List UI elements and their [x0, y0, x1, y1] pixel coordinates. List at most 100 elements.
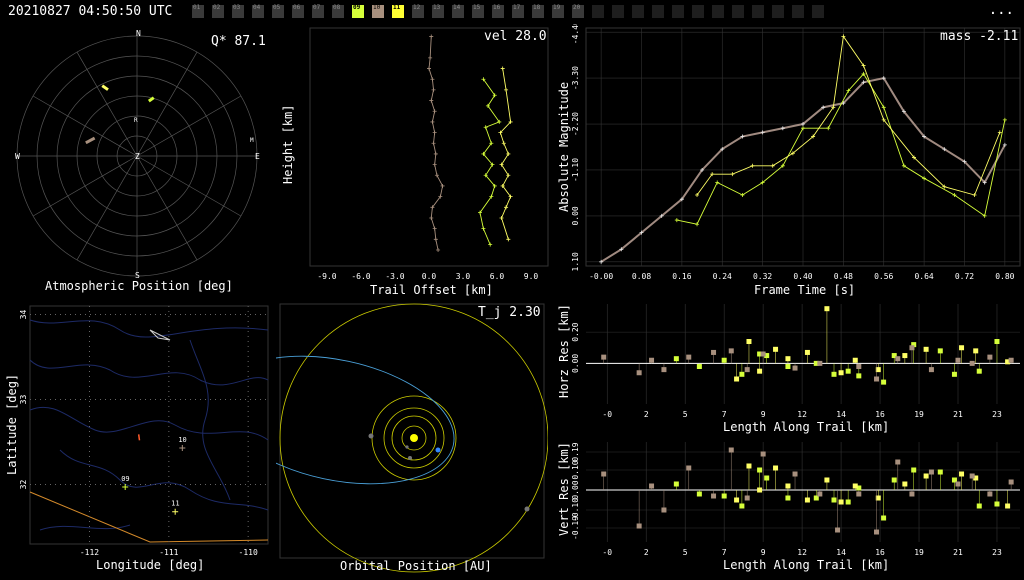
station-toggle-slot-29[interactable] — [752, 5, 764, 18]
station-toggle-10[interactable]: 10 — [372, 4, 384, 18]
trail-ground-track — [137, 434, 141, 441]
data-point — [429, 34, 434, 39]
magnitude-chart[interactable]: -0.00 0.08 0.16 0.24 0.32 0.40 0.48 0.56 0.64 0.7… — [552, 20, 1024, 300]
data-point — [982, 180, 987, 185]
station-toggle-01[interactable]: 01 — [192, 4, 204, 18]
timestamp: 20210827 04:50:50 UTC — [8, 4, 173, 19]
more-menu-button[interactable]: ... — [988, 2, 1014, 18]
vert-res-chart[interactable]: -0 2 5 7 9 12 14 16 19 21 23 0.190.100.00-0.10-0.19… — [548, 438, 1024, 576]
data-point — [969, 473, 975, 479]
station-toggle-09[interactable]: 09 — [352, 4, 364, 18]
data-point — [440, 183, 445, 188]
station-toggle-06[interactable]: 06 — [292, 4, 304, 18]
trail-offset-chart[interactable]: -9.0 -6.0 -3.0 0.0 3.0 6.0 9.0 vel 28.0 Trail … — [280, 24, 552, 300]
station-toggle-16[interactable]: 16 — [492, 4, 504, 18]
x-tick-label: 0.0 — [422, 272, 437, 281]
data-point — [508, 194, 513, 199]
atmospheric-chart[interactable]: Q* 87.1 N E S W Z R M Atmospheric Positi… — [0, 24, 280, 300]
station-toggle-03[interactable]: 03 — [232, 4, 244, 18]
data-point — [804, 497, 810, 503]
station-toggle-slot-31[interactable] — [792, 5, 804, 18]
y-axis-label: Height [km] — [281, 105, 295, 184]
station-toggle-20[interactable]: 20 — [572, 4, 584, 18]
station-toggle-17[interactable]: 17 — [512, 4, 524, 18]
station-toggle-02[interactable]: 02 — [212, 4, 224, 18]
data-point — [434, 173, 439, 178]
station-toggle-04[interactable]: 04 — [252, 4, 264, 18]
data-point — [760, 451, 766, 457]
station-toggle-slot-24[interactable] — [652, 5, 664, 18]
plot-frame — [29, 305, 269, 545]
station-toggle-11[interactable]: 11 — [392, 4, 404, 18]
top-bar: 20210827 04:50:50 UTC 01 02 03 04 05 06 07 08 09… — [0, 0, 1024, 24]
station-toggle-slot-25[interactable] — [672, 5, 684, 18]
station-toggle-14[interactable]: 14 — [452, 4, 464, 18]
data-point — [923, 473, 929, 479]
data-point — [504, 87, 509, 92]
data-point — [972, 193, 977, 198]
data-point — [438, 194, 443, 199]
series-10 — [601, 447, 1014, 535]
data-point — [895, 459, 901, 465]
data-point — [895, 356, 901, 362]
data-point — [856, 491, 862, 497]
magnitude-panel: -0.00 0.08 0.16 0.24 0.32 0.40 0.48 0.56 0.64 0.7… — [552, 20, 1024, 300]
earth-icon — [435, 447, 441, 453]
data-point — [770, 163, 775, 168]
data-point — [901, 163, 906, 168]
mercury-icon — [405, 445, 409, 449]
data-point — [813, 360, 819, 366]
station-toggle-13[interactable]: 13 — [432, 4, 444, 18]
data-point — [845, 368, 851, 374]
data-point — [497, 119, 502, 124]
orbit-panel: T_j 2.30 Orbital Position [AU] — [217, 300, 549, 576]
plot-frame — [279, 303, 545, 559]
series-09 — [478, 77, 502, 247]
y-tick-label: 1.10 — [571, 252, 580, 271]
data-point — [831, 497, 837, 503]
data-point — [746, 463, 752, 469]
data-point — [874, 529, 880, 535]
station-label: 12 — [413, 4, 421, 11]
data-point — [790, 151, 795, 156]
station-label: 20 — [573, 4, 581, 11]
data-point — [792, 471, 798, 477]
data-point — [757, 368, 763, 374]
terrain-lines — [29, 319, 269, 531]
station-toggle-slot-27[interactable] — [712, 5, 724, 18]
trail-segment-10 — [85, 136, 96, 145]
data-point — [942, 147, 947, 152]
station-toggle-07[interactable]: 07 — [312, 4, 324, 18]
data-point — [976, 368, 982, 374]
data-point — [994, 501, 1000, 507]
station-toggle-15[interactable]: 15 — [472, 4, 484, 18]
station-toggle-12[interactable]: 12 — [412, 4, 424, 18]
x-tick-label: 9.0 — [524, 272, 539, 281]
station-toggle-slot-21[interactable] — [592, 5, 604, 18]
series — [601, 306, 1014, 385]
orbit-chart[interactable]: T_j 2.30 Orbital Position [AU] — [217, 300, 549, 576]
station-toggle-slot-28[interactable] — [732, 5, 744, 18]
station-toggle-19[interactable]: 19 — [552, 4, 564, 18]
data-point — [976, 503, 982, 509]
station-toggle-slot-26[interactable] — [692, 5, 704, 18]
x-ticks: -9.0 -6.0 -3.0 0.0 3.0 6.0 9.0 — [317, 272, 538, 281]
horz-res-chart[interactable]: -0 2 5 7 9 12 14 16 19 21 23 0.20 0.00 Length Along … — [548, 300, 1024, 438]
data-point — [636, 523, 642, 529]
data-point — [500, 66, 505, 71]
station-toggle-18[interactable]: 18 — [532, 4, 544, 18]
station-toggle-08[interactable]: 08 — [332, 4, 344, 18]
station-toggle-slot-23[interactable] — [632, 5, 644, 18]
station-toggle-05[interactable]: 05 — [272, 4, 284, 18]
ground-map[interactable]: -112 -111 -110 32 33 34 09 10 11 Longitude [deg… — [0, 300, 276, 576]
station-toggle-slot-32[interactable] — [812, 5, 824, 18]
data-point — [744, 367, 750, 373]
station-label: 01 — [193, 4, 201, 11]
tisserand-value: T_j 2.30 — [478, 305, 541, 320]
station-label: 19 — [553, 4, 561, 11]
station-toggle-slot-30[interactable] — [772, 5, 784, 18]
x-tick-label: 14 — [836, 410, 846, 419]
x-tick-label: 5 — [683, 548, 688, 557]
station-toggle-slot-22[interactable] — [612, 5, 624, 18]
vert-res-panel: -0 2 5 7 9 12 14 16 19 21 23 0.19 0.10 0.00 -0.10 -0.19… — [548, 438, 1024, 576]
